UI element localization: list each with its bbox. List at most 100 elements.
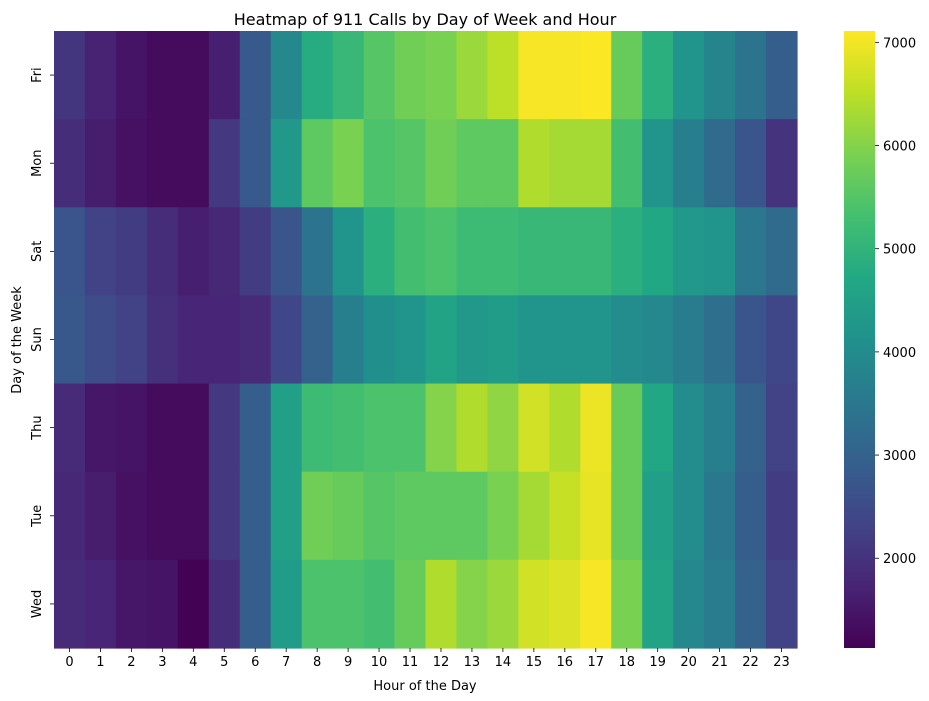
- heatmap-cell: [549, 119, 581, 208]
- heatmap-cell: [363, 207, 396, 297]
- heatmap-cell: [301, 471, 334, 561]
- heatmap-cell: [518, 31, 550, 120]
- heatmap-cell: [239, 471, 272, 561]
- heatmap-cell: [549, 207, 581, 297]
- heatmap-cell: [425, 31, 458, 120]
- heatmap-cell: [363, 471, 396, 561]
- heatmap-cell: [115, 559, 148, 649]
- heatmap-cell: [54, 295, 86, 385]
- heatmap-cell: [363, 559, 396, 649]
- heatmap-cell: [673, 31, 705, 120]
- heatmap-cell: [270, 31, 303, 120]
- heatmap-cell: [115, 31, 148, 120]
- x-tick-label: 5: [220, 655, 228, 670]
- heatmap-cell: [84, 207, 117, 297]
- x-tick-label: 17: [587, 655, 604, 670]
- x-tick-label: 14: [495, 655, 512, 670]
- heatmap-cell: [766, 119, 798, 208]
- heatmap-cell: [518, 383, 550, 473]
- colorbar-tick-label: 6000: [883, 140, 916, 155]
- heatmap-cell: [363, 383, 396, 473]
- x-tick-label: 6: [251, 655, 259, 670]
- heatmap-cell: [518, 207, 550, 297]
- heatmap-cell: [54, 119, 86, 208]
- heatmap-cell: [332, 207, 365, 297]
- heatmap-cell: [642, 295, 674, 385]
- x-tick-label: 3: [158, 655, 166, 670]
- heatmap-cell: [673, 471, 705, 561]
- heatmap-cell: [487, 207, 519, 297]
- heatmap-cell: [394, 207, 427, 297]
- heatmap-cell: [177, 295, 210, 385]
- heatmap-cell: [673, 559, 705, 649]
- y-tick-label: Sun: [30, 327, 45, 352]
- heatmap-cell: [611, 295, 643, 385]
- x-tick-label: 4: [189, 655, 197, 670]
- heatmap-cell: [270, 295, 303, 385]
- heatmap-cell: [301, 383, 334, 473]
- heatmap-cell: [363, 31, 396, 120]
- heatmap-cell: [177, 559, 210, 649]
- heatmap-cell: [146, 383, 179, 473]
- heatmap-cell: [487, 559, 519, 649]
- heatmap-cell: [766, 295, 798, 385]
- colorbar-tick-label: 5000: [883, 243, 916, 258]
- heatmap-cell: [704, 383, 736, 473]
- heatmap-cell: [394, 383, 427, 473]
- heatmap-cell: [394, 119, 427, 208]
- colorbar-tick-label: 4000: [883, 346, 916, 361]
- heatmap-cell: [642, 383, 674, 473]
- x-tick-label: 23: [773, 655, 790, 670]
- heatmap-cell: [518, 119, 550, 208]
- heatmap-cell: [363, 295, 396, 385]
- heatmap-cell: [580, 559, 612, 649]
- heatmap-cell: [425, 207, 458, 297]
- heatmap-cell: [518, 559, 550, 649]
- heatmap-cell: [425, 119, 458, 208]
- heatmap-cell: [270, 207, 303, 297]
- heatmap-cell: [704, 31, 736, 120]
- heatmap-cell: [704, 295, 736, 385]
- heatmap-cell: [208, 471, 241, 561]
- heatmap-cell: [332, 383, 365, 473]
- y-tick-label: Sat: [30, 241, 45, 262]
- heatmap-cell: [115, 119, 148, 208]
- heatmap-cell: [456, 31, 489, 120]
- heatmap-cell: [487, 119, 519, 208]
- heatmap-cell: [84, 383, 117, 473]
- heatmap-cell: [394, 559, 427, 649]
- heatmap-cell: [208, 31, 241, 120]
- heatmap-cell: [115, 471, 148, 561]
- heatmap-cell: [301, 207, 334, 297]
- heatmap-cell: [673, 383, 705, 473]
- heatmap-cell: [394, 471, 427, 561]
- heatmap-cell: [54, 383, 86, 473]
- x-tick-label: 13: [464, 655, 481, 670]
- heatmap-cell: [549, 471, 581, 561]
- heatmap-cell: [177, 383, 210, 473]
- heatmap-cell: [580, 119, 612, 208]
- heatmap-cell: [208, 383, 241, 473]
- heatmap-cell: [270, 559, 303, 649]
- heatmap-cell: [735, 31, 767, 120]
- heatmap-cell: [115, 295, 148, 385]
- heatmap-cell: [549, 31, 581, 120]
- heatmap-cell: [177, 119, 210, 208]
- heatmap-cell: [580, 31, 612, 120]
- heatmap-cell: [270, 119, 303, 208]
- heatmap-cell: [208, 119, 241, 208]
- x-tick-label: 18: [618, 655, 635, 670]
- heatmap-cell: [704, 207, 736, 297]
- heatmap-cell: [580, 471, 612, 561]
- heatmap-cell: [54, 207, 86, 297]
- heatmap-cell: [301, 559, 334, 649]
- heatmap-cell: [84, 295, 117, 385]
- y-axis-ticks: Fri Mon Sat Sun Thu Tue Wed: [30, 67, 54, 618]
- heatmap-cell: [394, 31, 427, 120]
- heatmap-cell: [54, 471, 86, 561]
- heatmap-cell: [239, 295, 272, 385]
- heatmap-cell: [425, 471, 458, 561]
- heatmap-cell: [704, 559, 736, 649]
- heatmap-cell: [146, 559, 179, 649]
- heatmap-cell: [425, 383, 458, 473]
